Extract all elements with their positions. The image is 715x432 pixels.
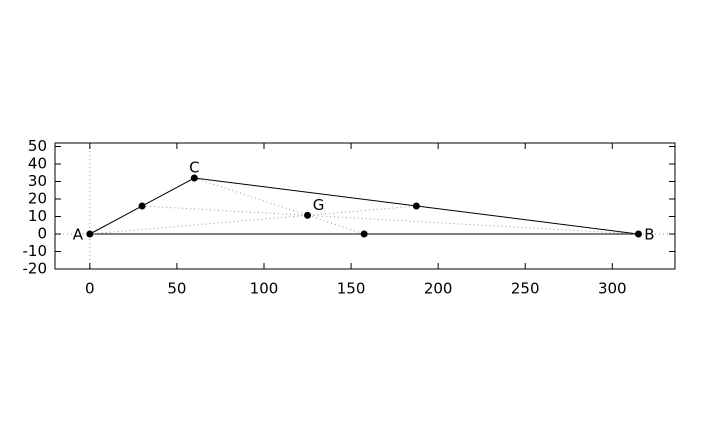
x-tick-label: 100 (250, 280, 279, 298)
line-dotted (142, 205, 639, 235)
line-dotted (194, 177, 365, 235)
y-tick-label: 10 (28, 207, 47, 225)
y-tick-label: 50 (28, 137, 47, 155)
y-tick-label: -20 (23, 260, 48, 278)
y-tick-label: 40 (28, 155, 47, 173)
point-label: C (189, 159, 199, 177)
x-tick-label: 0 (85, 280, 95, 298)
line-solid (89, 177, 639, 235)
point (360, 230, 368, 238)
x-tick-label: 50 (167, 280, 186, 298)
x-tick-label: 250 (511, 280, 540, 298)
point (138, 202, 146, 210)
y-tick-label: 20 (28, 190, 47, 208)
y-tick-label: -10 (23, 242, 48, 260)
x-tick-label: 200 (424, 280, 453, 298)
plot-border (54, 142, 676, 270)
point-label: A (73, 226, 84, 244)
point (412, 202, 420, 210)
x-tick-label: 300 (598, 280, 627, 298)
point (86, 230, 94, 238)
x-tick-label: 150 (337, 280, 366, 298)
line-dotted (89, 205, 417, 235)
point (304, 211, 312, 219)
point-label: G (313, 196, 325, 214)
y-tick-label: 30 (28, 172, 47, 190)
point-label: B (644, 226, 654, 244)
point (190, 174, 198, 182)
y-tick-label: 0 (37, 225, 47, 243)
point (634, 230, 642, 238)
